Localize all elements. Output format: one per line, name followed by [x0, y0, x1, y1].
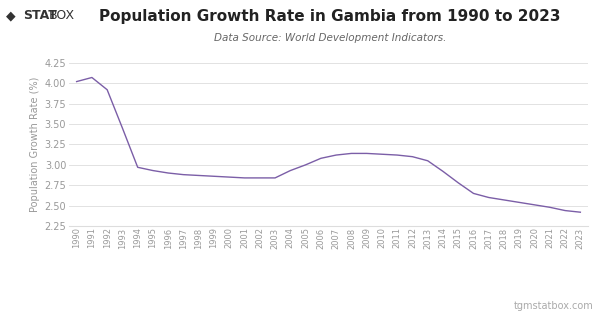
- Text: Population Growth Rate in Gambia from 1990 to 2023: Population Growth Rate in Gambia from 19…: [99, 9, 561, 24]
- Text: STAT: STAT: [23, 9, 56, 22]
- Text: tgmstatbox.com: tgmstatbox.com: [514, 301, 594, 311]
- Text: ◆: ◆: [6, 9, 16, 22]
- Text: BOX: BOX: [49, 9, 76, 22]
- Y-axis label: Population Growth Rate (%): Population Growth Rate (%): [31, 77, 40, 212]
- Text: Data Source: World Development Indicators.: Data Source: World Development Indicator…: [214, 33, 446, 43]
